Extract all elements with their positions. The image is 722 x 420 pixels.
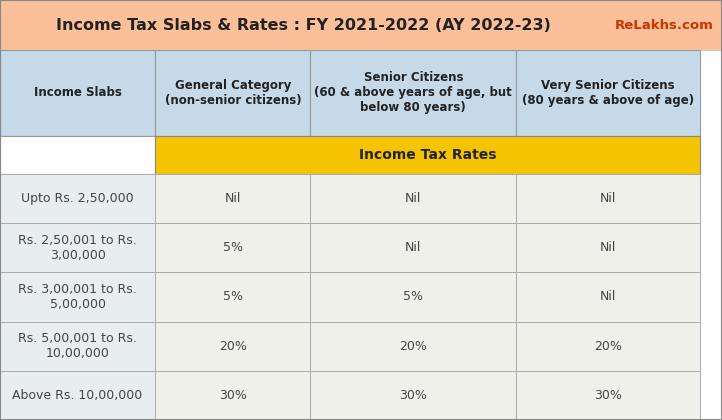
Text: Nil: Nil (405, 241, 422, 254)
Text: Senior Citizens
(60 & above years of age, but
below 80 years): Senior Citizens (60 & above years of age… (315, 71, 512, 114)
Bar (310, 322, 516, 371)
Text: 20%: 20% (219, 340, 247, 353)
Text: 20%: 20% (399, 340, 427, 353)
Text: Nil: Nil (225, 192, 241, 205)
Bar (155, 50, 310, 136)
Bar (0, 322, 155, 371)
Text: Above Rs. 10,00,000: Above Rs. 10,00,000 (12, 389, 143, 402)
Text: 5%: 5% (223, 290, 243, 303)
Bar (155, 322, 310, 371)
Text: ReLakhs.com: ReLakhs.com (615, 18, 714, 32)
Bar (310, 50, 516, 136)
Bar (0, 50, 155, 136)
Bar (516, 272, 700, 322)
Bar (155, 371, 310, 420)
Bar (155, 174, 310, 223)
Text: Rs. 3,00,001 to Rs.
5,00,000: Rs. 3,00,001 to Rs. 5,00,000 (18, 283, 137, 311)
Text: Rs. 2,50,001 to Rs.
3,00,000: Rs. 2,50,001 to Rs. 3,00,000 (18, 234, 137, 262)
Bar (310, 223, 516, 272)
Text: Nil: Nil (405, 192, 422, 205)
Bar (0, 371, 155, 420)
Text: Nil: Nil (600, 192, 617, 205)
Text: Very Senior Citizens
(80 years & above of age): Very Senior Citizens (80 years & above o… (522, 79, 695, 107)
Text: General Category
(non-senior citizens): General Category (non-senior citizens) (165, 79, 301, 107)
Bar (155, 223, 310, 272)
Bar (155, 136, 700, 174)
Text: 20%: 20% (594, 340, 622, 353)
Text: Rs. 5,00,001 to Rs.
10,00,000: Rs. 5,00,001 to Rs. 10,00,000 (18, 332, 137, 360)
Bar (516, 174, 700, 223)
Text: Income Tax Slabs & Rates : FY 2021-2022 (AY 2022-23): Income Tax Slabs & Rates : FY 2021-2022 … (56, 18, 551, 33)
Bar (516, 371, 700, 420)
Bar (516, 50, 700, 136)
Bar (310, 272, 516, 322)
Text: Nil: Nil (600, 241, 617, 254)
Text: 5%: 5% (404, 290, 423, 303)
Bar (0, 0, 722, 50)
Text: 5%: 5% (223, 241, 243, 254)
Bar (0, 174, 155, 223)
Bar (310, 371, 516, 420)
Bar (0, 272, 155, 322)
Bar (155, 272, 310, 322)
Text: Income Slabs: Income Slabs (34, 87, 121, 100)
Bar (0, 223, 155, 272)
Bar (310, 174, 516, 223)
Text: 30%: 30% (219, 389, 247, 402)
Bar (516, 223, 700, 272)
Text: 30%: 30% (399, 389, 427, 402)
Bar (0, 136, 155, 174)
Bar (516, 322, 700, 371)
Text: Income Tax Rates: Income Tax Rates (359, 148, 497, 162)
Text: Nil: Nil (600, 290, 617, 303)
Text: Upto Rs. 2,50,000: Upto Rs. 2,50,000 (22, 192, 134, 205)
Text: 30%: 30% (594, 389, 622, 402)
